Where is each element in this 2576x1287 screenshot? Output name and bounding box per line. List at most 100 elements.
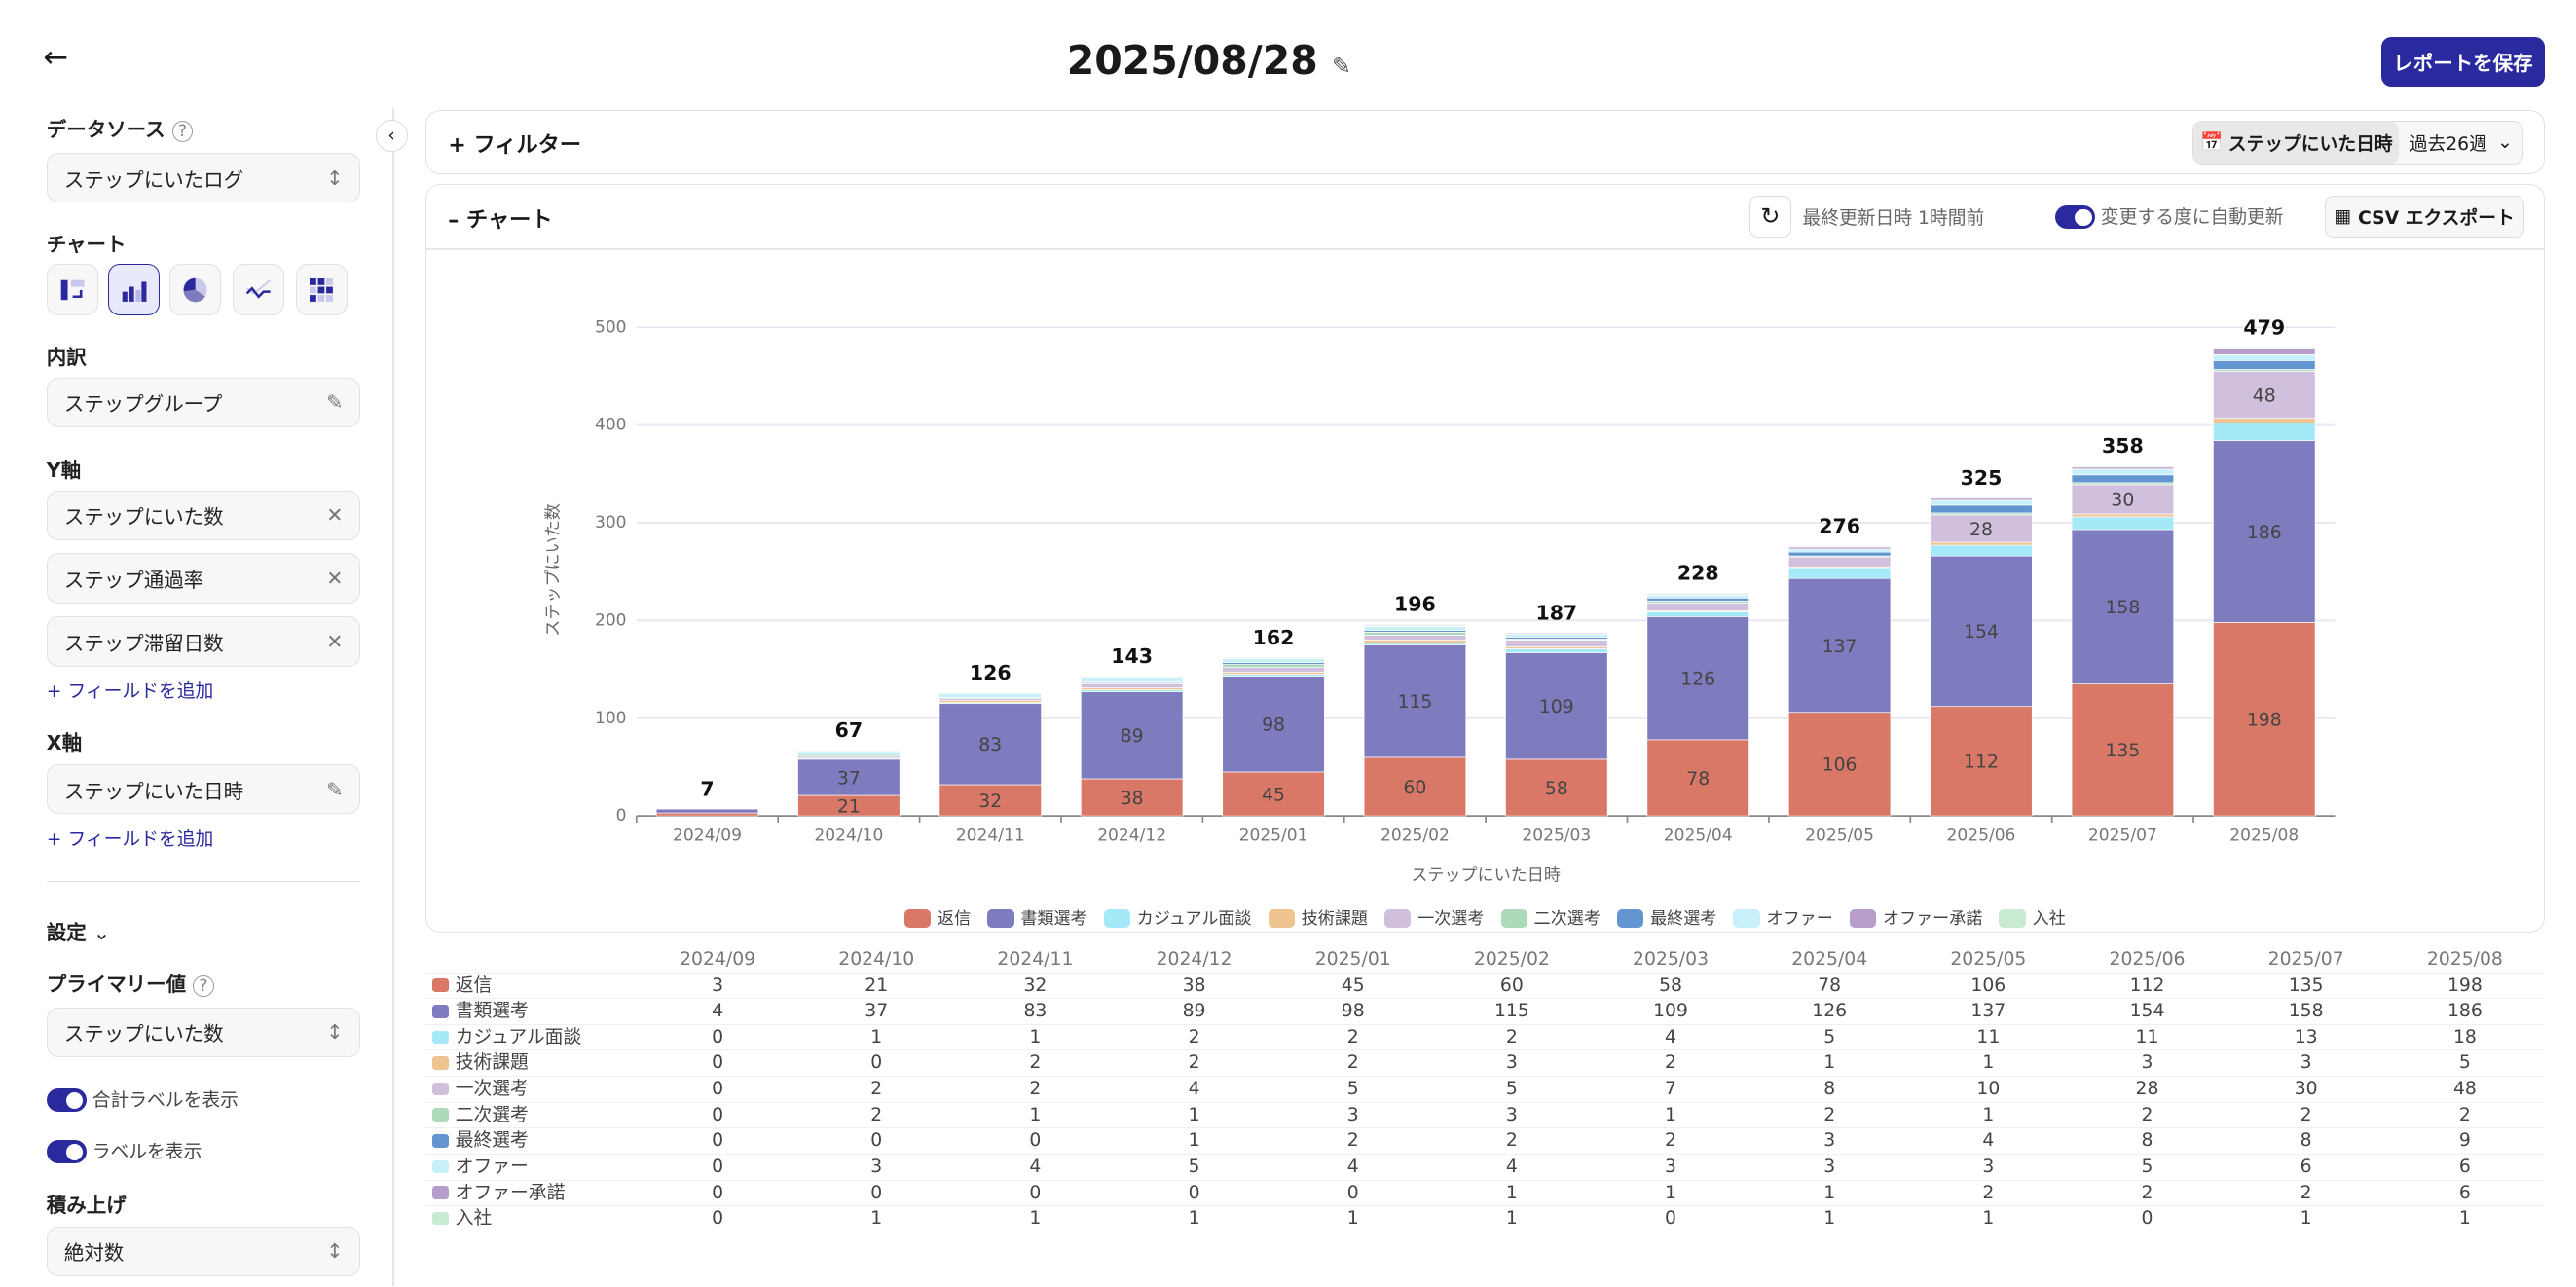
bar-segment[interactable] (1080, 683, 1184, 689)
bar-segment[interactable] (797, 750, 901, 753)
bar-segment[interactable] (2071, 474, 2175, 484)
bar-segment[interactable] (1646, 598, 1749, 602)
bar-segment[interactable] (1505, 758, 1608, 817)
bar-segment[interactable] (1505, 633, 1608, 635)
add-y-field-link[interactable]: + フィールドを追加 (47, 677, 213, 703)
chart-type-heatmap-button[interactable] (295, 264, 348, 316)
bar-segment[interactable] (1787, 548, 1892, 553)
bar-segment[interactable] (1080, 677, 1184, 683)
legend-item[interactable]: 二次選考 (1500, 904, 1601, 929)
legend-item[interactable]: カジュアル面談 (1103, 904, 1252, 929)
edit-icon[interactable]: ✎ (326, 777, 344, 801)
bar-segment[interactable] (1222, 657, 1325, 659)
show-total-label-toggle[interactable] (46, 1088, 87, 1113)
bar-segment[interactable] (797, 758, 901, 796)
bar-segment[interactable] (1363, 624, 1467, 626)
bar-segment[interactable] (938, 703, 1042, 786)
bar-segment[interactable] (1787, 577, 1892, 714)
x-field[interactable]: ステップにいた日時 ✎ (46, 764, 361, 815)
breakdown-field[interactable]: ステップグループ ✎ (46, 377, 361, 427)
bar-segment[interactable] (2071, 513, 2175, 518)
bar-segment[interactable] (1222, 667, 1325, 673)
settings-toggle[interactable]: 設定 ⌄ (47, 916, 110, 945)
pencil-icon[interactable]: ✎ (1332, 52, 1352, 80)
bar-segment[interactable] (2213, 349, 2316, 355)
bar-segment[interactable] (938, 692, 1042, 695)
bar-segment[interactable] (1505, 648, 1608, 653)
legend-item[interactable]: オファー承諾 (1849, 904, 1982, 929)
chart-type-line-button[interactable] (232, 264, 284, 316)
bar-segment[interactable] (655, 808, 759, 814)
bar-segment[interactable] (1646, 592, 1749, 595)
bar-segment[interactable] (2213, 360, 2316, 370)
bar-segment[interactable] (2213, 354, 2316, 361)
bar-segment[interactable] (1930, 541, 2033, 546)
bar-segment[interactable] (1930, 504, 2033, 514)
bar-segment[interactable] (1080, 676, 1184, 678)
add-x-field-link[interactable]: + フィールドを追加 (47, 825, 213, 851)
bar-segment[interactable] (1363, 640, 1467, 644)
csv-export-button[interactable]: ▦ CSV エクスポート (2324, 195, 2524, 238)
chart-type-pie-button[interactable] (169, 264, 222, 316)
bar-segment[interactable] (1222, 664, 1325, 668)
auto-update-toggle[interactable] (2054, 205, 2095, 229)
bar-segment[interactable] (1930, 514, 2033, 543)
bar-segment[interactable] (2213, 348, 2316, 349)
back-arrow-icon[interactable]: ← (43, 39, 69, 75)
bar-segment[interactable] (1930, 706, 2033, 817)
save-report-button[interactable]: レポートを保存 (2381, 36, 2545, 87)
chart-type-bar-button[interactable] (107, 264, 160, 316)
bar-segment[interactable] (1930, 497, 2033, 501)
legend-item[interactable]: 返信 (903, 904, 971, 929)
y-field[interactable]: ステップ通過率 ✕ (46, 553, 361, 604)
edit-icon[interactable]: ✎ (326, 390, 344, 415)
bar-segment[interactable] (2213, 440, 2316, 623)
bar-segment[interactable] (2213, 418, 2316, 424)
collapse-sidebar-button[interactable]: ‹ (375, 119, 408, 152)
bar-segment[interactable] (1363, 626, 1467, 631)
y-field[interactable]: ステップ滞留日数 ✕ (46, 616, 361, 667)
bar-segment[interactable] (1222, 658, 1325, 663)
y-field[interactable]: ステップにいた数 ✕ (46, 490, 361, 540)
primary-value-select[interactable]: ステップにいた数 ↕ (46, 1007, 361, 1057)
bar-segment[interactable] (1787, 551, 1892, 557)
show-label-toggle[interactable] (46, 1140, 87, 1164)
bar-segment[interactable] (1646, 739, 1749, 817)
bar-segment[interactable] (1363, 644, 1467, 758)
bar-segment[interactable] (797, 751, 901, 755)
bar-segment[interactable] (1505, 634, 1608, 638)
stack-select[interactable]: 絶対数 ↕ (46, 1226, 361, 1277)
bar-segment[interactable] (2071, 468, 2175, 476)
close-icon[interactable]: ✕ (326, 629, 344, 653)
bar-segment[interactable] (1505, 652, 1608, 760)
date-filter-chip[interactable]: 📅 ステップにいた日時 過去26週 ⌄ (2192, 120, 2524, 165)
help-icon[interactable]: ? (193, 974, 214, 997)
bar-segment[interactable] (1646, 603, 1749, 611)
chart-type-pivot-button[interactable] (46, 264, 98, 316)
bar-segment[interactable] (1787, 545, 1892, 548)
bar-segment[interactable] (1080, 778, 1184, 817)
bar-segment[interactable] (1080, 691, 1184, 780)
bar-segment[interactable] (938, 693, 1042, 699)
bar-segment[interactable] (1930, 499, 2033, 506)
bar-segment[interactable] (1930, 555, 2033, 708)
bar-segment[interactable] (1363, 632, 1467, 636)
bar-segment[interactable] (2213, 622, 2316, 817)
bar-segment[interactable] (2071, 465, 2175, 468)
legend-item[interactable]: 入社 (1999, 904, 2066, 929)
legend-item[interactable]: 最終選考 (1616, 904, 1716, 929)
bar-segment[interactable] (2213, 423, 2316, 442)
legend-item[interactable]: 一次選考 (1384, 904, 1484, 929)
refresh-icon[interactable]: ↻ (1748, 195, 1791, 238)
legend-item[interactable]: 書類選考 (987, 904, 1087, 929)
bar-segment[interactable] (1646, 616, 1749, 741)
bar-segment[interactable] (1363, 756, 1467, 817)
bar-segment[interactable] (1787, 567, 1892, 579)
bar-segment[interactable] (1787, 556, 1892, 568)
bar-segment[interactable] (1787, 712, 1892, 817)
add-filter-button[interactable]: + フィルター (448, 128, 581, 159)
bar-segment[interactable] (1505, 640, 1608, 647)
bar-segment[interactable] (1363, 635, 1467, 641)
help-icon[interactable]: ? (171, 121, 194, 143)
bar-segment[interactable] (1646, 594, 1749, 599)
